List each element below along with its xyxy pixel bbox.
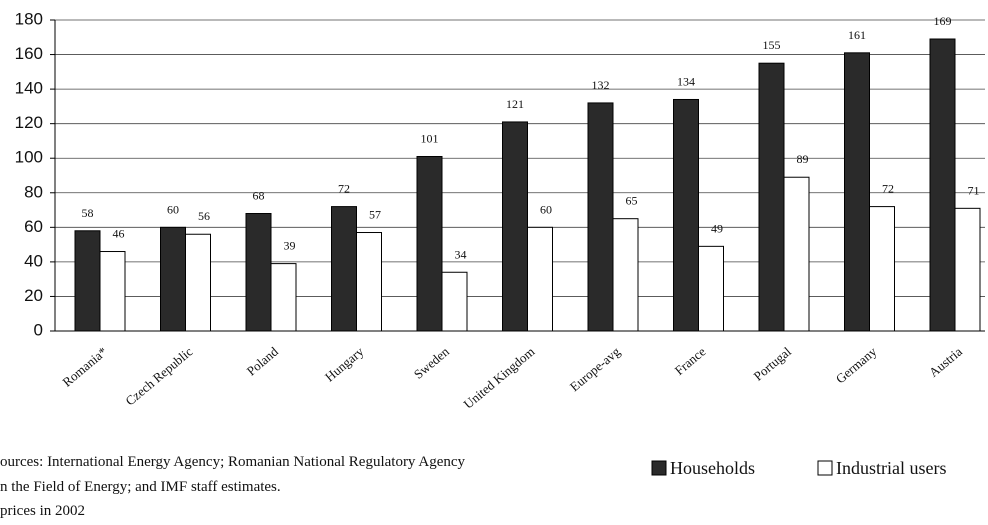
legend-label: Households [670, 458, 755, 478]
bar [270, 263, 297, 332]
x-tick-label: Hungary [322, 343, 367, 384]
bar [673, 98, 699, 332]
bar [844, 52, 870, 332]
bar [929, 38, 956, 332]
value-label: 72 [882, 182, 894, 196]
bar [356, 232, 382, 332]
bar [416, 155, 443, 332]
y-tick-label: 100 [15, 148, 43, 167]
y-tick-label: 0 [34, 320, 43, 339]
x-tick-label: Europe-avg [567, 343, 623, 394]
bar [954, 207, 981, 332]
value-label: 46 [113, 227, 125, 241]
bar [758, 62, 785, 332]
legend-label: Industrial users [836, 458, 946, 478]
value-label: 132 [592, 78, 610, 92]
bar [527, 226, 553, 332]
value-label: 71 [968, 183, 980, 197]
x-tick-label: Czech Republic [122, 344, 195, 409]
value-label: 89 [797, 152, 809, 166]
value-label: 49 [711, 221, 723, 235]
note: ources: International Energy Agency; Rom… [0, 454, 466, 470]
bar [99, 251, 126, 332]
note: prices in 2002 [0, 503, 85, 519]
value-label: 155 [763, 38, 781, 52]
y-tick-label: 120 [15, 113, 43, 132]
bar [74, 230, 101, 332]
y-tick-label: 60 [24, 217, 43, 236]
bar [185, 233, 211, 332]
bar [698, 245, 724, 332]
value-label: 56 [198, 209, 210, 223]
y-tick-label: 20 [24, 286, 43, 305]
x-tick-label: Poland [244, 343, 282, 378]
value-label: 34 [455, 247, 467, 261]
bar [612, 218, 639, 332]
value-label: 72 [338, 182, 350, 196]
bar [160, 226, 186, 332]
value-label: 161 [848, 28, 866, 42]
bar [245, 213, 272, 332]
bar [869, 206, 895, 332]
y-tick-label: 40 [24, 251, 43, 270]
y-tick-label: 140 [15, 79, 43, 98]
value-label: 58 [82, 206, 94, 220]
x-tick-label: United Kingdom [461, 344, 538, 412]
value-label: 65 [626, 194, 638, 208]
x-tick-label: Romania* [59, 344, 110, 390]
value-label: 39 [284, 239, 296, 253]
value-label: 134 [677, 74, 695, 88]
value-label: 60 [167, 202, 179, 216]
bar [502, 121, 528, 332]
x-tick-label: France [672, 344, 709, 378]
x-tick-label: Germany [833, 343, 880, 386]
x-tick-label: Sweden [411, 343, 453, 381]
legend-swatch [651, 460, 667, 476]
x-tick-label: Austria [926, 344, 965, 380]
note: n the Field of Energy; and IMF staff est… [0, 479, 281, 495]
value-label: 169 [934, 14, 952, 28]
bar [331, 206, 357, 332]
x-tick-label: Portugal [751, 344, 795, 384]
value-label: 60 [540, 202, 552, 216]
y-tick-label: 180 [15, 9, 43, 28]
value-label: 121 [506, 97, 524, 111]
bar [441, 271, 468, 332]
value-label: 101 [421, 131, 439, 145]
legend-swatch [817, 460, 833, 476]
bar [783, 176, 810, 332]
bar [587, 102, 614, 332]
value-label: 68 [253, 189, 265, 203]
y-tick-label: 80 [24, 182, 43, 201]
y-tick-label: 160 [15, 44, 43, 63]
value-label: 57 [369, 208, 381, 222]
